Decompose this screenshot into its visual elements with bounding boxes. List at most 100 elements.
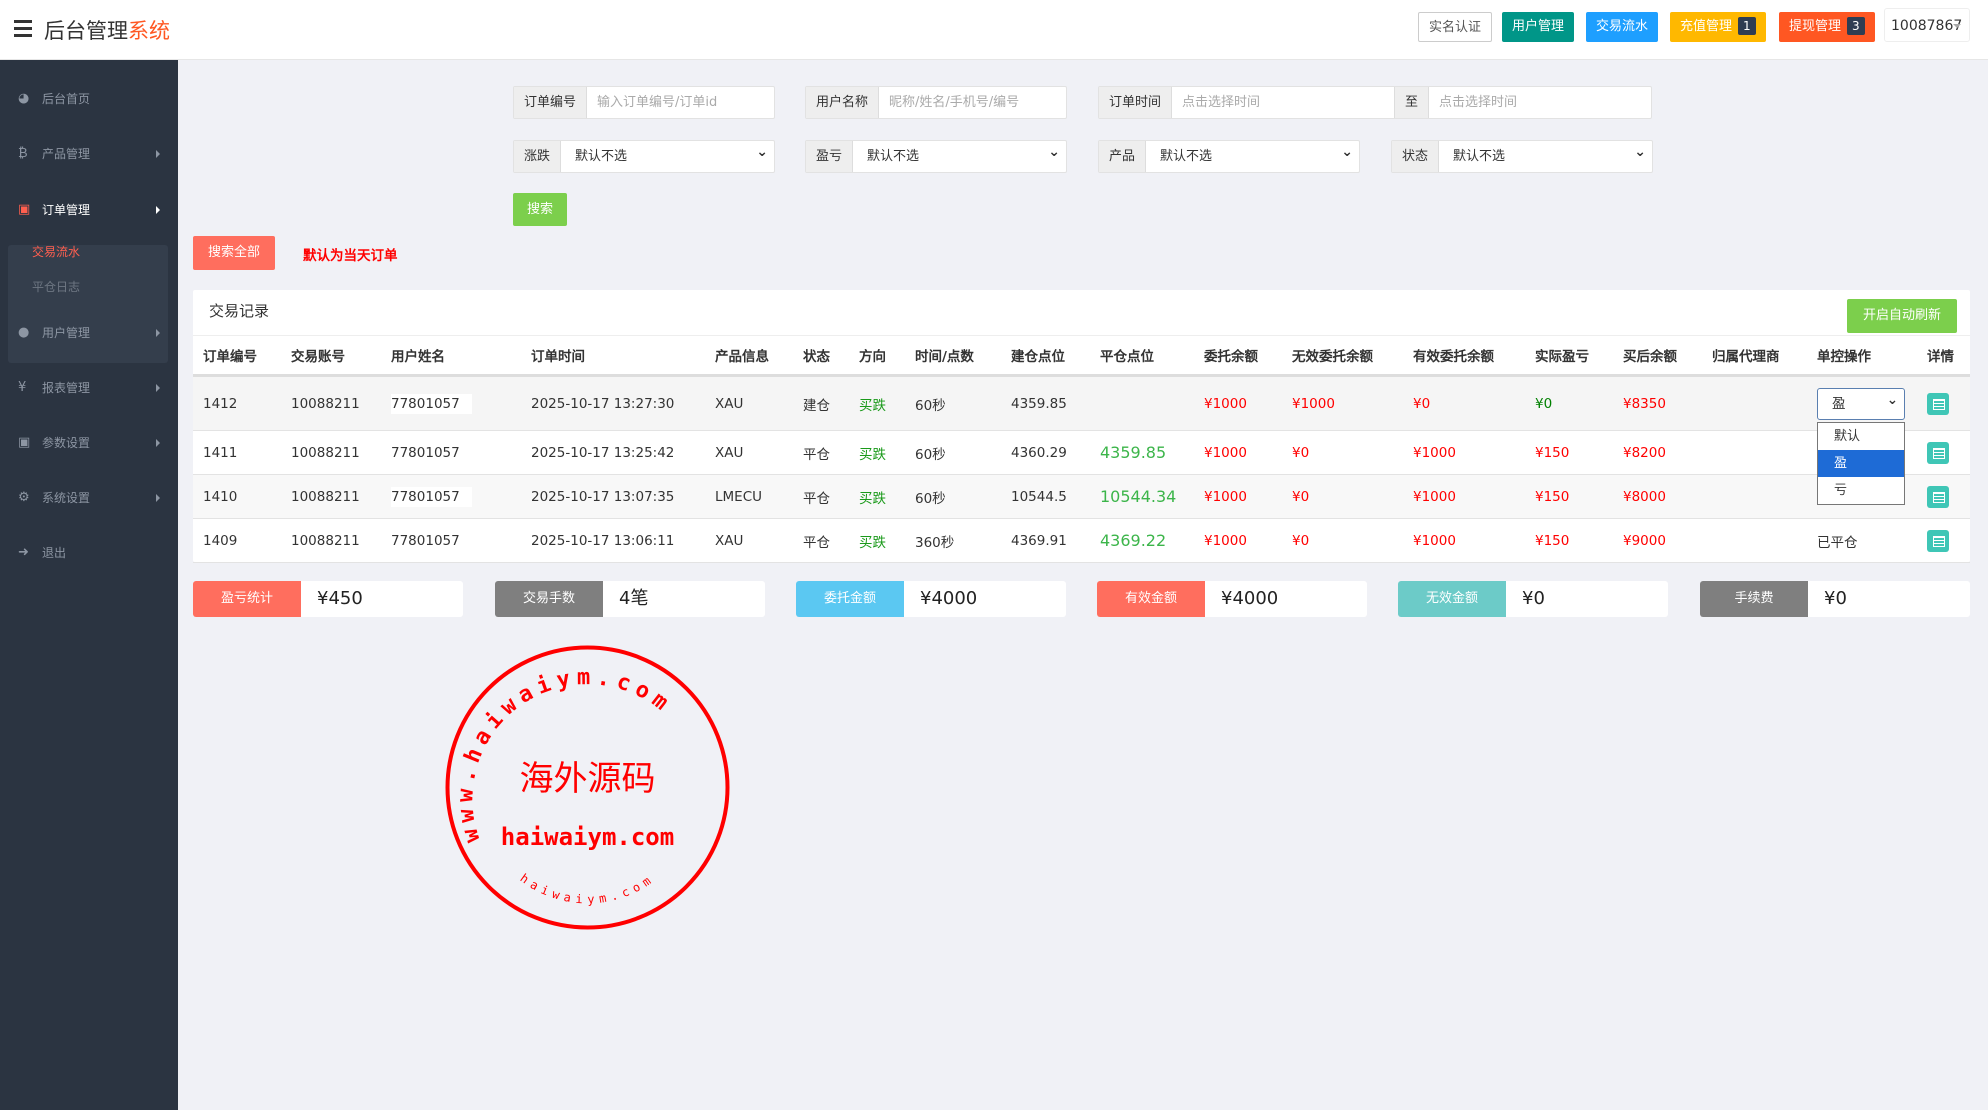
sign-out-icon: ➜: [18, 545, 29, 560]
table-row: 1411 10088211 77801057 2025-10-17 13:25:42 X…: [193, 430, 1970, 475]
bitcoin-icon: ₿: [18, 146, 28, 161]
stamp-arc-bottom: haiwaiym.com: [518, 871, 653, 907]
cell-6: 买跌: [849, 474, 905, 519]
label: 产品: [1099, 141, 1147, 172]
cell-11: ¥0: [1282, 474, 1403, 519]
profit-loss-select[interactable]: 默认不选: [853, 137, 1066, 172]
user-name: 77801057: [391, 530, 472, 551]
control-dropdown-list: 默认 盈 亏: [1817, 422, 1905, 505]
column-header: 平仓点位: [1090, 335, 1194, 377]
cell-13: ¥150: [1525, 430, 1613, 475]
real-name-auth-button[interactable]: 实名认证: [1418, 12, 1493, 42]
chevron-right-icon: [156, 494, 160, 502]
column-header: 买后余额: [1613, 335, 1702, 377]
panel-title: 交易记录: [209, 302, 270, 320]
status-select[interactable]: 默认不选: [1439, 137, 1652, 172]
top-header: 后台管理系统 实名认证 用户管理 交易流水 充值管理 1 提现管理 3 100878…: [0, 0, 1988, 60]
cell-7: 60秒: [905, 430, 1001, 475]
user-management-button[interactable]: 用户管理: [1502, 12, 1575, 42]
start-time-input[interactable]: 点击选择时间: [1182, 95, 1261, 110]
control-select[interactable]: 盈: [1817, 385, 1905, 420]
auto-refresh-button[interactable]: 开启自动刷新: [1847, 299, 1957, 333]
cell-3: 2025-10-17 13:27:30: [521, 375, 705, 431]
profit-loss-filter: 盈亏 默认不选: [805, 137, 1067, 173]
chevron-right-icon: [156, 329, 160, 337]
cell-14: ¥8350: [1613, 375, 1702, 431]
end-time-input[interactable]: 点击选择时间: [1439, 95, 1518, 110]
trade-records-panel: 交易记录 开启自动刷新 订单编号 交易账号 用户姓名 订单时间 产品信息 状态 方向 时间/点…: [193, 290, 1970, 563]
cell-10: ¥1000: [1194, 518, 1282, 563]
sidebar: ◕ 后台首页 ₿ 产品管理 ▣ 订单管理 交易流水 平仓日志 ● 用户管理 ¥ 报表管理 …: [0, 60, 178, 1110]
cell-14: ¥9000: [1613, 518, 1702, 563]
rise-fall-filter: 涨跌 默认不选: [513, 137, 775, 173]
detail-icon[interactable]: [1927, 441, 1949, 464]
cell-2: 77801057: [381, 474, 521, 519]
stat-value: ¥4000: [1221, 588, 1279, 609]
column-header: 订单编号: [193, 335, 281, 377]
recharge-management-button[interactable]: 充值管理 1: [1670, 12, 1766, 42]
column-header: 产品信息: [705, 335, 793, 377]
sidebar-item-system[interactable]: ⚙ 系统设置: [0, 478, 178, 518]
cell-8: 10544.5: [1001, 474, 1090, 519]
sidebar-item-logout[interactable]: ➜ 退出: [0, 533, 178, 573]
column-header: 单控操作: [1807, 335, 1917, 377]
yen-icon: ¥: [18, 380, 27, 395]
cell-2: 77801057: [381, 430, 521, 475]
menu-icon[interactable]: [14, 20, 32, 37]
cell-0: 1411: [193, 430, 281, 475]
stamp-domain-text: haiwaiym.com: [501, 823, 674, 851]
cell-15: [1702, 430, 1807, 475]
rise-fall-select[interactable]: 默认不选: [561, 137, 774, 172]
sidebar-item-home[interactable]: ◕ 后台首页: [0, 79, 178, 119]
withdraw-management-button[interactable]: 提现管理 3: [1779, 12, 1875, 42]
cell-17: [1917, 430, 1970, 475]
cell-6: 买跌: [849, 430, 905, 475]
cell-17: [1917, 474, 1970, 519]
cell-6: 买跌: [849, 518, 905, 563]
order-no-filter: 订单编号 输入订单编号/订单id: [513, 86, 775, 119]
sidebar-item-products[interactable]: ₿ 产品管理: [0, 134, 178, 174]
order-no-input[interactable]: 输入订单编号/订单id: [597, 95, 718, 110]
username-filter: 用户名称 昵称/姓名/手机号/编号: [805, 86, 1067, 119]
option-loss[interactable]: 亏: [1834, 483, 1848, 498]
option-default[interactable]: 默认: [1834, 429, 1861, 444]
cell-13: ¥0: [1525, 375, 1613, 431]
chevron-right-icon: [156, 150, 160, 158]
search-button[interactable]: 搜索: [513, 193, 567, 226]
label: 后台首页: [42, 92, 91, 106]
cell-2: 77801057: [381, 375, 521, 431]
stat-card: 交易手数 4笔: [495, 581, 765, 617]
stat-value: ¥0: [1522, 588, 1545, 609]
user-name: 77801057: [391, 393, 472, 414]
username-input[interactable]: 昵称/姓名/手机号/编号: [889, 95, 1020, 110]
sidebar-item-reports[interactable]: ¥ 报表管理: [0, 368, 178, 408]
sidebar-item-orders[interactable]: ▣ 订单管理: [0, 190, 178, 230]
label: 盈亏: [806, 141, 854, 172]
trade-table: 订单编号 交易账号 用户姓名 订单时间 产品信息 状态 方向 时间/点数 建仓点位 平仓点位 委托余…: [193, 335, 1970, 563]
option-profit[interactable]: 盈: [1818, 450, 1904, 477]
stat-label: 无效金额: [1398, 581, 1506, 617]
title-accent: 系统: [128, 19, 170, 43]
column-header: 订单时间: [521, 335, 705, 377]
cell-13: ¥150: [1525, 518, 1613, 563]
order-time-filter: 订单时间 点击选择时间至点击选择时间: [1098, 86, 1652, 119]
detail-icon[interactable]: [1927, 485, 1949, 508]
cell-10: ¥1000: [1194, 375, 1282, 431]
stat-card: 盈亏统计 ¥450: [193, 581, 463, 617]
detail-icon[interactable]: [1927, 529, 1949, 552]
cell-17: [1917, 518, 1970, 563]
sidebar-sub-close-log[interactable]: 平仓日志: [32, 280, 81, 294]
cell-12: ¥0: [1403, 375, 1525, 431]
column-header: 交易账号: [281, 335, 381, 377]
transaction-flow-button[interactable]: 交易流水: [1586, 12, 1659, 42]
sidebar-item-params[interactable]: ▣ 参数设置: [0, 423, 178, 463]
label: 产品管理: [42, 147, 91, 161]
product-select[interactable]: 默认不选: [1146, 137, 1359, 172]
cell-12: ¥1000: [1403, 518, 1525, 563]
search-all-button[interactable]: 搜索全部: [193, 236, 275, 270]
user-dropdown[interactable]: 10087867: [1884, 8, 1970, 42]
sidebar-sub-transaction-flow[interactable]: 交易流水: [32, 245, 81, 259]
cell-1: 10088211: [281, 474, 381, 519]
detail-icon[interactable]: [1927, 392, 1949, 415]
sidebar-item-users[interactable]: ● 用户管理: [0, 313, 178, 353]
